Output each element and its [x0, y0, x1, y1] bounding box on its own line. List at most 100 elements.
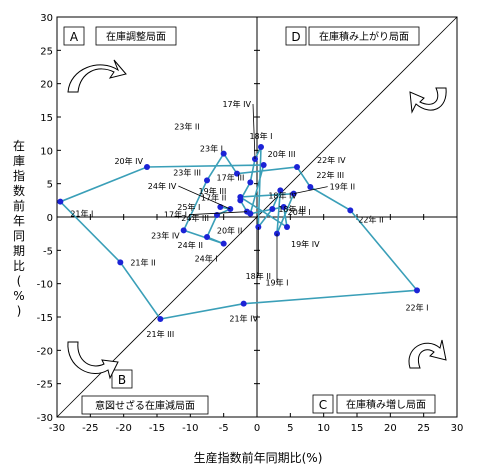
point-label: 17年 IV — [222, 99, 251, 109]
y-tick-label: 15 — [40, 113, 53, 124]
y-tick-label: 10 — [40, 146, 53, 157]
y-axis-title-char: 指 — [13, 168, 25, 183]
y-tick-label: -30 — [37, 413, 53, 424]
y-tick-label: -10 — [37, 280, 53, 291]
point-label: 20年 IV — [114, 156, 143, 166]
point-label: 20年 II — [217, 226, 242, 236]
quadrant-label: 在庫積み増し局面 — [346, 398, 426, 411]
data-point — [269, 206, 276, 212]
point-label: 22年 III — [316, 170, 344, 180]
y-axis-title-char: ) — [17, 304, 22, 318]
data-point — [237, 194, 244, 200]
point-label: 19年 IV — [291, 239, 320, 249]
point-label: 21年 II — [130, 257, 155, 267]
x-tick-label: -20 — [115, 423, 131, 434]
y-axis-title-char: 数 — [13, 183, 25, 198]
point-label: 21年 IV — [229, 314, 258, 324]
axes: -30 -25 -20 -15 -10 -5 0 5 10 15 20 25 30 30 25 20 15 10 5… — [37, 13, 464, 434]
data-point — [307, 184, 314, 190]
x-tick-label: 25 — [417, 423, 430, 434]
data-point — [204, 177, 210, 184]
x-tick-label: 20 — [384, 423, 397, 434]
data-point — [144, 164, 150, 170]
point-label: 18年 II — [246, 271, 271, 281]
y-axis-title-char: 年 — [13, 214, 25, 228]
quadrant-letter-box — [312, 394, 334, 414]
y-axis-title-char: 比 — [13, 259, 25, 273]
x-tick-label: 0 — [254, 423, 260, 434]
quadrant-label-box — [81, 395, 209, 415]
label-leader-line — [188, 211, 248, 216]
point-label: 22年 I — [405, 302, 428, 312]
data-point — [347, 207, 354, 214]
point-label: 17年 I — [164, 210, 187, 220]
x-tick-label: -30 — [49, 423, 65, 434]
cycle-arrow-icon — [67, 341, 119, 380]
data-point — [57, 198, 64, 205]
point-label: 19年 III — [199, 186, 227, 196]
quadrant-label-box — [336, 394, 436, 414]
point-label: 24年 I — [195, 254, 218, 264]
point-label: 20年 I — [288, 207, 311, 217]
data-point — [280, 204, 287, 210]
point-label: 17年 II — [201, 192, 226, 202]
x-tick-label: -15 — [149, 423, 165, 434]
data-point — [220, 240, 227, 247]
quadrant-letter: C — [319, 398, 327, 412]
data-point — [260, 162, 267, 168]
x-axis-title: 生産指数前年同期比(%) — [194, 450, 323, 465]
point-labels: 17年 I 17年 II 17年 III 17年 IV 18年 I 18年 II 18年 I… — [70, 99, 428, 339]
data-point — [247, 210, 254, 217]
data-point — [284, 224, 290, 230]
point-label: 21年 I — [70, 209, 93, 219]
point-label: 24年 IV — [148, 181, 177, 191]
y-tick-label: 25 — [40, 46, 53, 57]
x-tick-label: -10 — [182, 423, 198, 434]
quadrant-label: 在庫積み上がり局面 — [319, 30, 409, 43]
data-point — [220, 150, 227, 157]
quadrant-letter: B — [118, 373, 126, 387]
data-point — [294, 164, 300, 170]
y-tick-label: -5 — [43, 246, 53, 257]
cycle-arrow-icon — [408, 339, 447, 369]
point-label: 17年 III — [217, 172, 245, 182]
y-tick-label: 0 — [47, 213, 53, 224]
quadrant-label-box — [95, 26, 177, 46]
label-leader-line — [252, 103, 256, 160]
data-point — [234, 170, 240, 177]
y-tick-label: -25 — [37, 380, 53, 391]
data-point — [204, 234, 210, 240]
data-point — [247, 179, 254, 186]
point-label: 22年 II — [358, 214, 383, 224]
y-axis-title-char: ( — [17, 274, 22, 288]
cycle-arrows — [67, 59, 447, 380]
label-leader-line — [293, 186, 328, 195]
y-axis-title-char: 庫 — [13, 154, 25, 168]
data-point — [414, 287, 420, 294]
cycle-arrow-icon — [67, 59, 127, 93]
point-label: 23年 III — [173, 167, 201, 177]
quadrant-labels: A 在庫調整局面 D 在庫積み上がり局面 B 意図せざる在庫減局面 C 在庫積み増し局面 — [63, 26, 436, 415]
point-label: 25年 I — [177, 202, 200, 212]
data-point — [240, 300, 247, 307]
x-tick-label: 5 — [287, 423, 293, 434]
quadrant-label: 意図せざる在庫減局面 — [95, 399, 195, 412]
point-label: 18年 IV — [268, 190, 297, 200]
data-point — [157, 316, 164, 322]
point-label: 18年 III — [278, 204, 306, 214]
y-axis-title-char: 同 — [13, 229, 25, 243]
point-label: 19年 I — [265, 278, 288, 288]
quadrant-label: 在庫調整局面 — [106, 30, 166, 43]
point-label: 18年 I — [249, 131, 272, 141]
point-label: 22年 IV — [317, 155, 346, 165]
quadrant-label-box — [308, 26, 420, 46]
data-point — [277, 187, 284, 194]
y-tick-label: -15 — [37, 313, 53, 324]
data-point — [258, 144, 264, 150]
label-leader-line — [178, 185, 231, 210]
quadrant-letter: A — [70, 30, 79, 44]
y-tick-label: 20 — [40, 80, 53, 91]
quadrant-letter-box — [285, 26, 307, 46]
